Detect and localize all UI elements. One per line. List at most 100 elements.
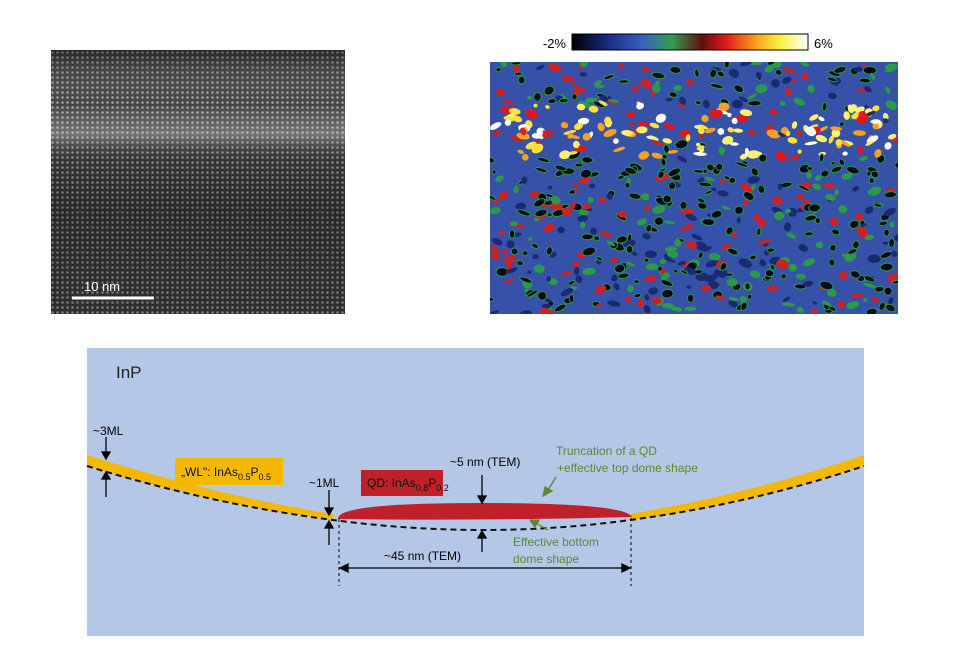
strain-blob bbox=[516, 224, 525, 228]
strain-blob bbox=[800, 182, 813, 188]
strain-blob bbox=[782, 76, 792, 84]
strain-blob bbox=[510, 247, 519, 256]
strain-blob bbox=[677, 261, 687, 266]
strain-blob bbox=[660, 157, 667, 167]
strain-blob bbox=[828, 305, 837, 312]
strain-blob bbox=[771, 79, 780, 88]
strain-blob bbox=[766, 62, 777, 66]
strain-blob bbox=[739, 96, 748, 103]
strain-blob bbox=[570, 202, 576, 210]
strain-blob bbox=[672, 268, 679, 274]
strain-blob bbox=[662, 138, 672, 144]
strain-blob bbox=[748, 128, 755, 137]
strain-blob bbox=[856, 226, 867, 235]
strain-blob bbox=[541, 303, 552, 309]
strain-blob bbox=[747, 93, 758, 100]
strain-blob bbox=[557, 226, 565, 234]
strain-blob bbox=[858, 77, 872, 84]
colorbar-min: -2% bbox=[543, 36, 567, 51]
strain-blob bbox=[522, 154, 529, 161]
strain-blob bbox=[728, 297, 739, 302]
strain-blob bbox=[791, 121, 798, 129]
strain-blob bbox=[674, 139, 689, 150]
strain-blob bbox=[719, 178, 726, 183]
strain-blob bbox=[797, 149, 802, 154]
strain-blob bbox=[663, 123, 676, 130]
strain-blob bbox=[704, 176, 715, 182]
strain-blob bbox=[867, 254, 881, 263]
strain-blob bbox=[560, 122, 569, 129]
strain-blob bbox=[660, 288, 674, 299]
strain-blob bbox=[891, 250, 898, 258]
strain-blob bbox=[595, 256, 604, 262]
strain-blob bbox=[768, 109, 778, 115]
strain-blob bbox=[820, 169, 830, 178]
strain-blob bbox=[686, 285, 692, 289]
strain-blob bbox=[492, 238, 503, 246]
strain-blob bbox=[784, 208, 791, 214]
strain-blob bbox=[534, 208, 548, 218]
strain-blob bbox=[885, 63, 898, 71]
strain-blob bbox=[543, 85, 555, 96]
strain-map bbox=[490, 62, 898, 314]
wetting-layer-right bbox=[630, 455, 864, 520]
strain-blob bbox=[625, 245, 634, 254]
strain-blob bbox=[829, 243, 837, 252]
strain-blob bbox=[596, 304, 602, 308]
strain-blob bbox=[858, 156, 869, 161]
strain-blob bbox=[700, 284, 712, 292]
strain-blob bbox=[595, 85, 605, 89]
strain-blob bbox=[717, 190, 729, 197]
strain-blob bbox=[490, 193, 497, 201]
strain-blob bbox=[663, 257, 676, 263]
strain-blob bbox=[865, 307, 878, 314]
strain-blob bbox=[843, 111, 850, 120]
strain-blob bbox=[638, 151, 650, 160]
strain-blob bbox=[709, 253, 721, 261]
strain-blob bbox=[870, 119, 881, 124]
strain-blob bbox=[701, 218, 715, 226]
strain-blob bbox=[739, 153, 748, 160]
strain-blob bbox=[766, 129, 781, 139]
strain-blob bbox=[608, 98, 620, 103]
strain-blob bbox=[606, 192, 613, 200]
strain-blob bbox=[885, 86, 891, 94]
strain-blob bbox=[827, 92, 837, 100]
strain-blob bbox=[717, 269, 728, 278]
strain-blob bbox=[525, 108, 538, 119]
strain-blob bbox=[522, 250, 529, 257]
wl-label: „WL": InAs0.5P0.5 bbox=[181, 465, 271, 482]
strain-blob bbox=[735, 161, 749, 168]
strain-blob bbox=[665, 246, 678, 252]
strain-blob bbox=[633, 293, 642, 299]
strain-blob bbox=[506, 262, 512, 270]
strain-blob bbox=[559, 150, 571, 160]
strain-blob bbox=[579, 62, 589, 68]
arrows bbox=[100, 437, 632, 574]
strain-blob bbox=[697, 251, 704, 259]
strain-blob bbox=[871, 297, 880, 303]
strain-blob bbox=[516, 132, 530, 140]
strain-blob bbox=[642, 233, 651, 240]
strain-blob bbox=[503, 278, 514, 284]
strain-blob bbox=[723, 175, 731, 181]
strain-blob bbox=[757, 184, 766, 195]
strain-blob bbox=[733, 128, 744, 133]
strain-blob bbox=[698, 134, 704, 139]
strain-blob bbox=[857, 146, 863, 154]
strain-blob bbox=[561, 207, 572, 216]
qd-label-text: QD: InAs bbox=[367, 476, 416, 490]
strain-blob bbox=[546, 276, 552, 282]
strain-blob bbox=[572, 183, 580, 188]
strain-blob bbox=[579, 72, 587, 77]
strain-blob bbox=[572, 140, 580, 149]
strain-blob bbox=[718, 146, 726, 155]
strain-blob bbox=[784, 88, 793, 96]
strain-blob bbox=[849, 219, 860, 229]
wl-label-sub: 0.5 bbox=[238, 472, 251, 482]
strain-blob bbox=[868, 177, 875, 184]
strain-blob bbox=[660, 279, 674, 288]
strain-blob bbox=[568, 134, 580, 139]
strain-blob bbox=[677, 155, 688, 163]
strain-blob bbox=[826, 76, 838, 83]
